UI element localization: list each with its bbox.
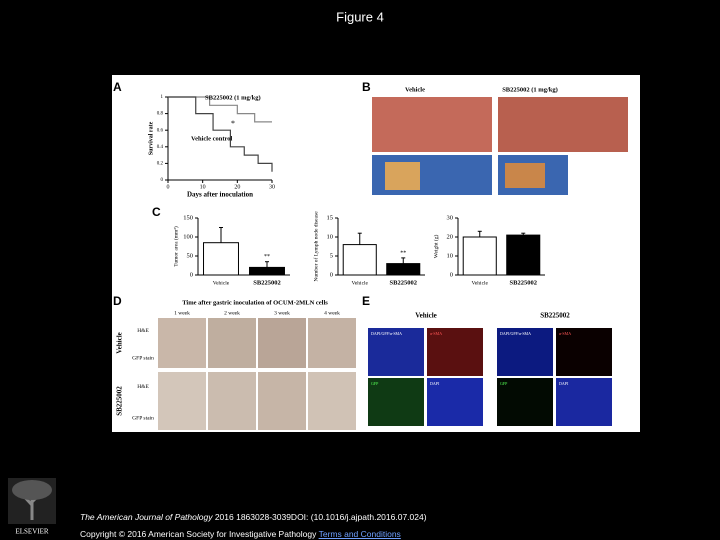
y-tick-label: 0 [330, 271, 333, 278]
x-tick-label: 20 [234, 184, 240, 190]
y-tick-label: 100 [183, 233, 193, 240]
legend-label: Vehicle control [191, 135, 233, 142]
x-tick-label: SB225002 [253, 279, 280, 286]
logo-text: ELSEVIER [15, 528, 48, 536]
cell-label: DAPI [559, 381, 569, 386]
y-tick-label: 50 [187, 252, 194, 259]
column-label: 3 week [274, 310, 290, 316]
stain-label: GFP stain [132, 355, 154, 361]
y-tick-label: 0.6 [157, 128, 164, 133]
photo [498, 97, 628, 152]
stain-label: H&E [137, 384, 149, 390]
y-tick-label: 10 [447, 252, 454, 259]
photo [372, 97, 492, 152]
y-tick-label: 0.4 [157, 145, 164, 150]
panel-label: B [362, 80, 371, 94]
photo [385, 162, 420, 190]
bar [386, 263, 421, 276]
legend-label: SB225002 (1 mg/kg) [205, 94, 261, 101]
group-label: Vehicle [415, 312, 437, 320]
bar [342, 244, 377, 276]
citation-details: 2016 1863028-3039DOI: (10.1016/j.ajpath.… [214, 512, 427, 522]
cell-label: DAPI [430, 381, 440, 386]
group-label: SB225002 [540, 312, 570, 320]
x-tick-label: 10 [200, 184, 206, 190]
panel-title: Time after gastric inoculation of OCUM-2… [182, 299, 328, 306]
x-tick-label: Vehicle [213, 280, 230, 286]
journal: The American Journal of Pathology [80, 512, 213, 522]
x-tick-label: Vehicle [352, 280, 369, 286]
stain-label: GFP stain [132, 416, 154, 422]
column-label: 2 week [224, 310, 240, 316]
bar [506, 234, 541, 276]
terms-link[interactable]: Terms and Conditions [318, 529, 401, 539]
y-tick-label: 0.2 [157, 162, 164, 167]
cell-label: DAPI/GFP/α-SMA [500, 331, 531, 336]
x-tick-label: SB225002 [390, 279, 417, 286]
panel-label: C [152, 205, 161, 219]
photo-label: Vehicle [405, 86, 425, 93]
y-axis-label: Survival rate [148, 121, 154, 155]
y-axis-label: Number of Lymph node disease [312, 211, 319, 282]
y-tick-label: 10 [327, 233, 334, 240]
cell-label: GFP [500, 381, 508, 386]
y-tick-label: 30 [447, 214, 454, 221]
x-tick-label: 0 [167, 184, 170, 190]
x-tick-label: 30 [269, 184, 275, 190]
panel-label: A [113, 80, 122, 94]
row-group: Vehicle [116, 332, 124, 354]
annotation: ** [264, 254, 270, 260]
photo [505, 163, 545, 188]
bar [249, 266, 285, 276]
stain-label: H&E [137, 328, 149, 334]
x-tick-label: SB225002 [510, 279, 537, 286]
y-axis-label: Tumor area (mm²) [172, 226, 179, 267]
citation: The American Journal of Pathology 2016 1… [80, 512, 427, 522]
survival-curve [168, 96, 272, 123]
y-tick-label: 0 [450, 271, 453, 278]
y-tick-label: 0.8 [157, 112, 164, 117]
copyright: Copyright © 2016 American Society for In… [80, 529, 317, 539]
y-tick-label: 15 [327, 214, 334, 221]
cell-label: GFP [371, 381, 379, 386]
annotation: * [231, 119, 235, 128]
y-axis-label: Weight (g) [432, 235, 439, 259]
y-tick-label: 0 [161, 178, 164, 183]
bar [203, 242, 239, 276]
column-label: 4 week [324, 310, 340, 316]
copyright-line: Copyright © 2016 American Society for In… [80, 529, 401, 539]
cell-label: DAPI/GFP/α-SMA [371, 331, 402, 336]
panel-label: D [113, 294, 122, 308]
y-tick-label: 5 [330, 252, 333, 259]
y-tick-label: 1 [161, 95, 164, 100]
annotation: ** [400, 250, 406, 256]
panel-label: E [362, 294, 370, 308]
cell-label: α-SMA [559, 331, 571, 336]
y-tick-label: 20 [447, 233, 454, 240]
y-tick-label: 0 [190, 271, 193, 278]
histology-grid [158, 318, 356, 430]
cell-label: α-SMA [430, 331, 442, 336]
bar [462, 236, 497, 276]
fluorescence-grid [368, 328, 612, 426]
row-group: SB225002 [116, 386, 124, 416]
x-tick-label: Vehicle [472, 280, 489, 286]
x-axis-label: Days after inoculation [187, 191, 253, 199]
photo-label: SB225002 (1 mg/kg) [502, 86, 558, 93]
slide-title: Figure 4 [336, 9, 384, 24]
y-tick-label: 150 [183, 214, 193, 221]
survival-curve [168, 96, 273, 172]
elsevier-logo [8, 478, 56, 524]
column-label: 1 week [174, 310, 190, 316]
